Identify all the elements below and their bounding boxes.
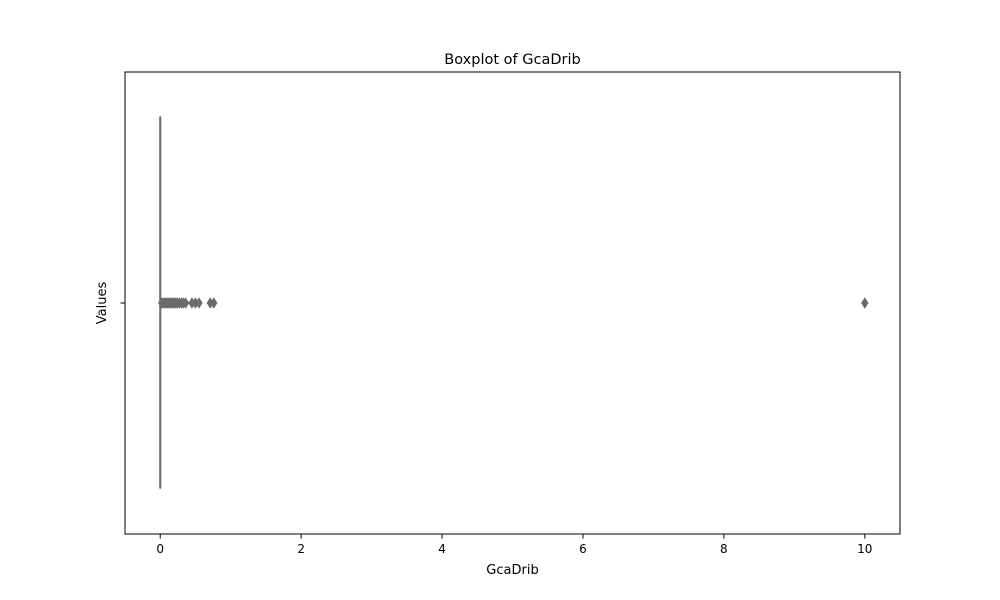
x-tick-label: 10 — [857, 542, 872, 556]
y-axis-label: Values — [95, 282, 110, 325]
x-axis: 0 2 4 6 8 10 — [156, 534, 872, 556]
x-tick-label: 8 — [720, 542, 728, 556]
x-tick-label: 4 — [438, 542, 446, 556]
x-tick-label: 2 — [297, 542, 305, 556]
boxplot-marks — [157, 116, 869, 489]
chart-title: Boxplot of GcaDrib — [444, 52, 580, 68]
x-axis-label: GcaDrib — [486, 563, 538, 578]
x-tick-label: 6 — [579, 542, 587, 556]
outlier-point — [181, 297, 190, 309]
outlier-point — [861, 297, 869, 309]
outlier-point — [210, 297, 218, 309]
x-tick-label: 0 — [156, 542, 164, 556]
outlier-point — [195, 297, 203, 309]
plot-area-frame — [124, 71, 901, 535]
